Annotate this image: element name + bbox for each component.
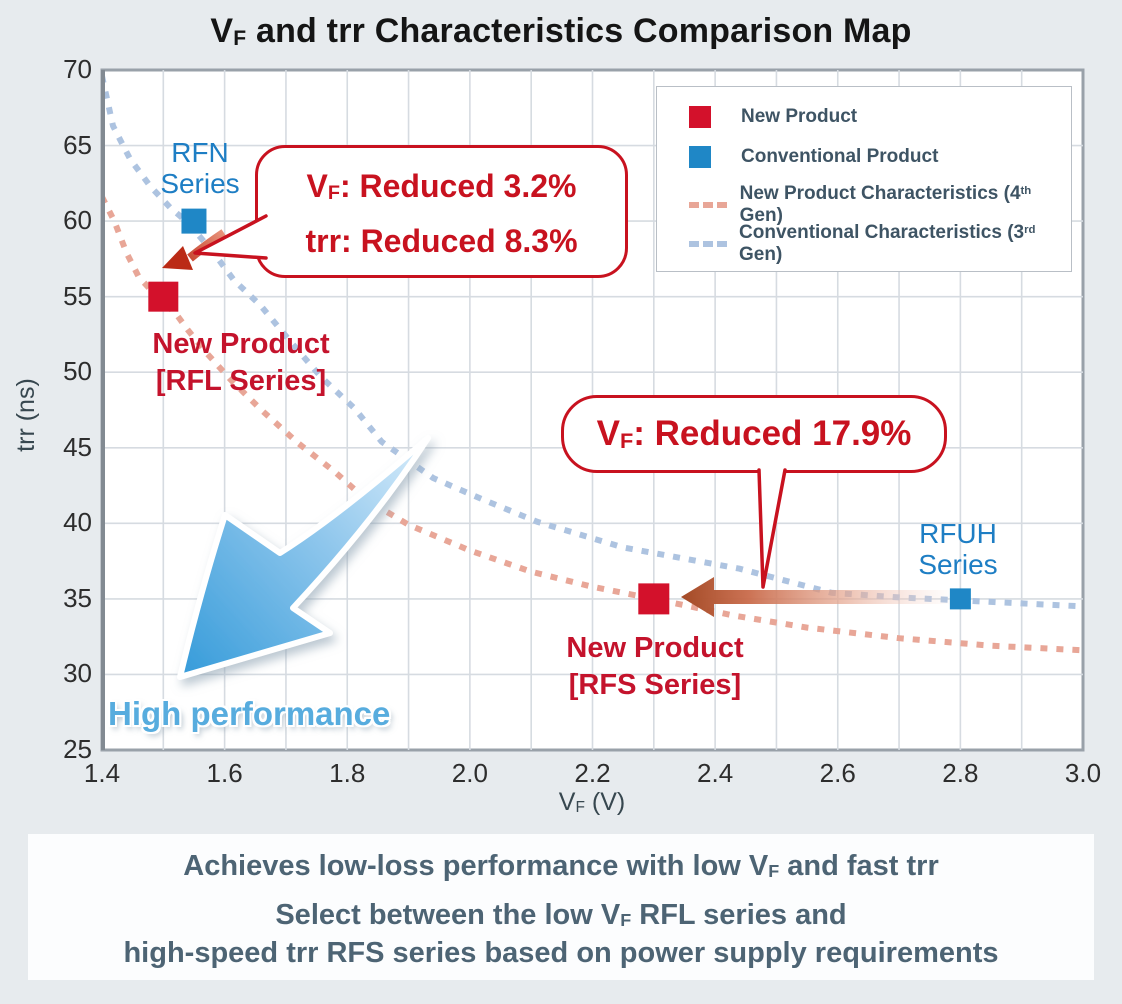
legend-swatch-box (677, 202, 740, 208)
data-point-marker (638, 583, 670, 615)
y-tick-label: 65 (63, 129, 92, 160)
legend-swatch-box (677, 241, 739, 247)
x-tick-label: 2.0 (451, 758, 488, 788)
x-tick-label: 1.8 (329, 758, 366, 788)
subscript: F (575, 798, 585, 816)
callout-pointer-icon (757, 468, 787, 589)
characteristic-curve (103, 195, 1082, 654)
chart-title: VF and trr Characteristics Comparison Ma… (210, 12, 912, 50)
y-tick-label: 55 (63, 280, 92, 311)
high-performance-arrow (177, 435, 431, 680)
callout-line: VF: Reduced 3.2% (306, 168, 577, 205)
x-tick-label: 1.4 (83, 758, 121, 788)
dashed-line-icon (689, 202, 699, 208)
x-tick-label: 2.2 (574, 758, 611, 788)
legend-label: Conventional Product (741, 146, 939, 167)
new-product-swatch-icon (689, 106, 711, 128)
y-tick-label: 45 (63, 431, 92, 462)
legend-swatch-box (677, 146, 741, 168)
legend-item-new-product: New Product (677, 97, 1071, 137)
x-tick-label: 2.6 (819, 758, 856, 788)
x-tick-label: 2.4 (697, 758, 734, 788)
superscript: th (1020, 184, 1032, 197)
data-point-marker (181, 208, 207, 234)
y-tick-label: 30 (63, 658, 92, 689)
subscript: F (327, 182, 340, 205)
dashed-line-icon (689, 241, 699, 247)
x-tick-label: 1.6 (206, 758, 243, 788)
summary-line: Achieves low-loss performance with low V… (183, 850, 939, 882)
x-tick-label: 3.0 (1064, 758, 1102, 788)
data-point-markers (148, 208, 971, 615)
conventional-product-swatch-icon (689, 146, 711, 168)
y-tick-label: 70 (63, 54, 92, 84)
y-axis-title: trr (ns) (12, 378, 40, 452)
callout-pointer-icon (193, 214, 268, 260)
callout-rfl-reduction: VF: Reduced 3.2% trr: Reduced 8.3% (193, 145, 628, 278)
point-label-rfl-series: New Product [RFL Series] (152, 328, 330, 397)
y-tick-label: 40 (63, 507, 92, 538)
point-label-rfn-series: RFN Series (160, 137, 240, 199)
legend: New Product Conventional Product New Pro… (656, 86, 1072, 272)
y-tick-label: 25 (63, 734, 92, 764)
subscript: F (620, 910, 632, 931)
y-tick-label: 35 (63, 582, 92, 613)
legend-item-conventional-product: Conventional Product (677, 137, 1071, 177)
legend-swatch-box (677, 106, 741, 128)
legend-label: Conventional Characteristics (3rd Gen) (739, 222, 1036, 265)
summary-line: high-speed trr RFS series based on power… (123, 937, 999, 969)
vf-reduction-arrow (681, 577, 952, 617)
point-label-rfuh-series: RFUH Series (918, 518, 998, 580)
dashed-line-icon (703, 202, 713, 208)
legend-label: New Product Characteristics (4th Gen) (739, 183, 1032, 226)
callout-line: trr: Reduced 8.3% (305, 223, 578, 259)
subscript: F (768, 861, 780, 882)
dashed-line-icon (717, 241, 727, 247)
y-tick-label: 50 (63, 356, 92, 387)
trr-reduction-arrow-head (162, 246, 193, 270)
legend-label: New Product (741, 106, 858, 127)
data-point-marker (949, 588, 971, 610)
legend-item-new-curve: New Product Characteristics (4th Gen) (677, 183, 1071, 226)
y-tick-label: 60 (63, 205, 92, 236)
callout-rfs-reduction: VF: Reduced 17.9% (561, 395, 947, 589)
x-axis-title: VF (V) (558, 788, 626, 816)
dashed-line-icon (717, 202, 727, 208)
high-performance-annotation: High performance (108, 695, 391, 732)
summary-line: Select between the low VF RFL series and (275, 899, 847, 931)
data-point-marker (148, 281, 179, 312)
characteristic-curves (103, 75, 1082, 654)
x-tick-label: 2.8 (942, 758, 979, 788)
subscript: F (619, 427, 634, 453)
subscript: F (233, 26, 247, 50)
point-label-rfs-series: New Product [RFS Series] (566, 632, 744, 701)
superscript: rd (1024, 223, 1036, 236)
legend-item-conventional-curve: Conventional Characteristics (3rd Gen) (677, 222, 1071, 265)
summary-box: Achieves low-loss performance with low V… (28, 834, 1094, 980)
dashed-line-icon (703, 241, 713, 247)
